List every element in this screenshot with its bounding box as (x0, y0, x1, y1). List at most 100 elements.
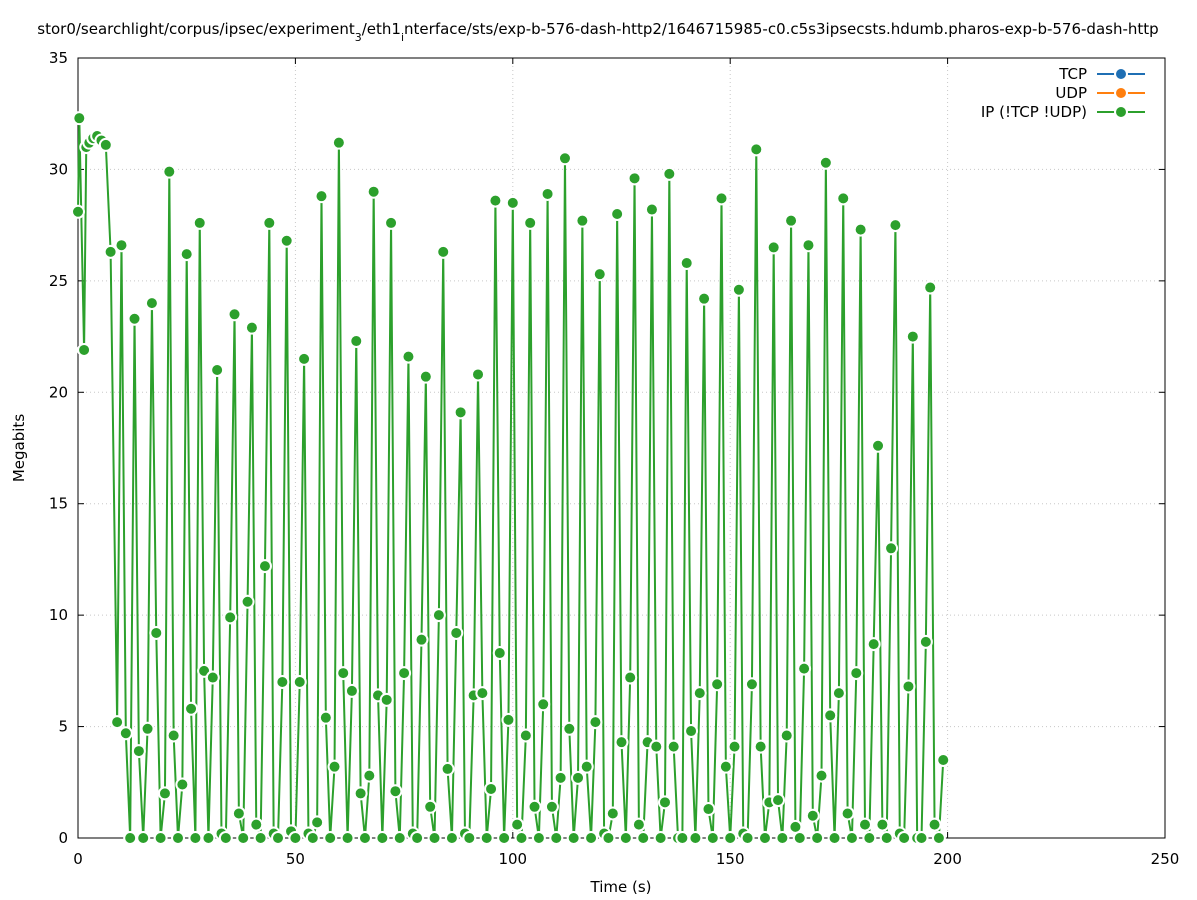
data-point (775, 831, 790, 845)
data-point (379, 692, 394, 707)
data-point (657, 795, 672, 810)
data-point (688, 831, 703, 845)
data-point (231, 806, 246, 821)
data-point (523, 215, 538, 230)
x-tick-label: 100 (498, 850, 527, 868)
data-point (644, 202, 659, 217)
data-point (605, 806, 620, 821)
data-point (801, 238, 816, 253)
data-point (262, 215, 277, 230)
y-tick-label: 0 (58, 829, 68, 847)
data-point (349, 334, 364, 349)
data-point (592, 267, 607, 282)
data-point (440, 761, 455, 776)
data-point (71, 204, 85, 219)
data-point (149, 625, 164, 640)
data-point (171, 831, 186, 845)
data-point (779, 728, 794, 743)
data-point (310, 815, 325, 830)
data-point (588, 715, 603, 730)
data-point (740, 831, 755, 845)
data-point (653, 831, 668, 845)
data-point (727, 739, 742, 754)
data-point (723, 831, 738, 845)
data-point (853, 222, 868, 237)
data-point (888, 218, 903, 233)
data-point (627, 171, 642, 186)
data-point (388, 784, 403, 799)
data-point (153, 831, 168, 845)
data-point (897, 831, 912, 845)
data-point (118, 726, 133, 741)
y-tick-label: 20 (49, 383, 68, 401)
data-point (384, 215, 399, 230)
data-point (249, 817, 264, 832)
data-point (131, 744, 146, 759)
data-point (575, 213, 590, 228)
data-point (871, 438, 886, 453)
data-point (601, 831, 616, 845)
data-point (931, 831, 946, 845)
data-point (862, 831, 877, 845)
data-point (540, 186, 555, 201)
data-point (223, 610, 238, 625)
data-point (362, 768, 377, 783)
data-point (701, 802, 716, 817)
data-point (240, 594, 255, 609)
data-point (792, 831, 807, 845)
data-point (879, 831, 894, 845)
data-point (471, 367, 486, 382)
x-tick-label: 150 (716, 850, 745, 868)
data-point (797, 661, 812, 676)
data-point (875, 817, 890, 832)
data-point (205, 670, 220, 685)
y-tick-label: 25 (49, 272, 68, 290)
data-point (418, 369, 433, 384)
data-point (136, 831, 151, 845)
data-point (353, 786, 368, 801)
data-point (753, 739, 768, 754)
data-point (710, 677, 725, 692)
data-point (305, 831, 320, 845)
data-point (327, 759, 342, 774)
data-point (766, 240, 781, 255)
data-point (771, 793, 786, 808)
data-point (805, 808, 820, 823)
data-point (831, 686, 846, 701)
data-point (562, 721, 577, 736)
data-point (675, 831, 690, 845)
data-point (692, 686, 707, 701)
data-point (814, 768, 829, 783)
data-point (475, 686, 490, 701)
data-point (884, 541, 899, 556)
data-point (410, 831, 425, 845)
data-point (98, 137, 113, 152)
data-point (292, 675, 307, 689)
data-point (357, 831, 372, 845)
data-point (236, 831, 251, 845)
data-point (144, 296, 159, 311)
data-point (718, 759, 733, 774)
data-point (823, 708, 838, 723)
data-point (649, 739, 664, 754)
data-point (697, 291, 712, 306)
data-point (505, 195, 520, 210)
data-point (818, 155, 833, 170)
data-point (375, 831, 390, 845)
data-point (179, 247, 194, 262)
data-point (227, 307, 242, 322)
data-point (757, 831, 772, 845)
data-point (140, 721, 155, 736)
data-point (784, 213, 799, 228)
data-point (631, 817, 646, 832)
x-tick-label: 0 (73, 850, 83, 868)
data-point (323, 831, 338, 845)
data-point (414, 632, 429, 647)
data-point (77, 342, 92, 357)
data-point (636, 831, 651, 845)
data-point (449, 625, 464, 640)
data-point (557, 151, 572, 166)
data-point (114, 238, 129, 253)
y-tick-label: 35 (49, 49, 68, 67)
